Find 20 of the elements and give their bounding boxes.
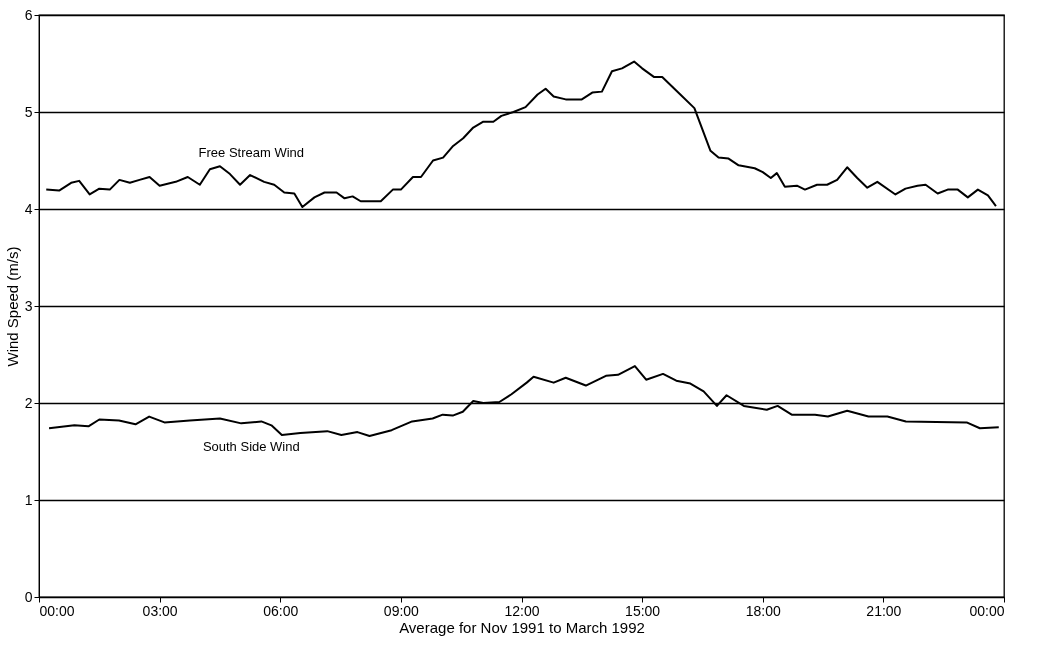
x-tick-label: 06:00 [263,602,299,619]
x-tick-label: 15:00 [625,602,661,619]
y-tick-label: 5 [24,103,33,120]
y-tick-label: 1 [24,491,33,508]
y-tick-label: 4 [24,200,33,217]
x-axis-title: Average for Nov 1991 to March 1992 [399,618,645,636]
y-tick-label: 6 [24,6,33,23]
series-label: Free Stream Wind [198,145,305,161]
y-tick-label: 0 [24,588,33,605]
x-tick-label: 09:00 [383,602,420,619]
y-axis-title: Wind Speed (m/s) [3,246,21,367]
x-tick-label: 00:00 [39,602,75,619]
x-tick-label: 12:00 [504,602,540,619]
series-label: South Side Wind [202,439,300,455]
x-tick-label: 18:00 [745,602,781,619]
x-tick-label: 21:00 [866,602,902,619]
x-tick-label: 00:00 [969,602,1005,619]
y-tick-label: 2 [24,394,33,411]
y-tick-label: 3 [24,297,33,314]
x-tick-label: 03:00 [142,602,178,619]
